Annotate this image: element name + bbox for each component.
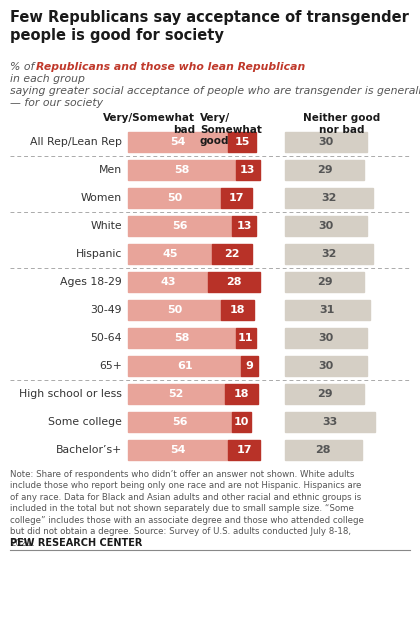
Text: 58: 58 (174, 333, 189, 343)
Text: 54: 54 (171, 137, 186, 147)
Text: Very/Somewhat
bad: Very/Somewhat bad (103, 113, 195, 134)
Bar (232, 216, 256, 236)
Text: PEW RESEARCH CENTER: PEW RESEARCH CENTER (10, 538, 142, 548)
Text: 45: 45 (162, 249, 178, 259)
Bar (285, 188, 373, 208)
Bar (285, 328, 367, 348)
Bar (285, 216, 367, 236)
Text: 22: 22 (224, 249, 240, 259)
Text: High school or less: High school or less (19, 389, 122, 399)
Bar (236, 160, 260, 180)
Bar (285, 440, 362, 460)
Bar (285, 384, 365, 404)
Text: 50: 50 (167, 305, 182, 315)
Bar (128, 188, 221, 208)
Text: All Rep/Lean Rep: All Rep/Lean Rep (30, 137, 122, 147)
Bar (285, 132, 367, 152)
Text: Few Republicans say acceptance of transgender
people is good for society: Few Republicans say acceptance of transg… (10, 10, 409, 43)
Text: 58: 58 (174, 165, 189, 175)
Text: 28: 28 (226, 277, 241, 287)
Text: % of: % of (10, 62, 38, 72)
Text: 56: 56 (172, 221, 188, 231)
Text: Republicans and those who lean Republican: Republicans and those who lean Republica… (36, 62, 305, 72)
Text: Ages 18-29: Ages 18-29 (60, 277, 122, 287)
Text: 28: 28 (315, 445, 331, 455)
Bar (236, 328, 256, 348)
Text: Note: Share of respondents who didn’t offer an answer not shown. White adults
in: Note: Share of respondents who didn’t of… (10, 470, 364, 548)
Text: 54: 54 (171, 445, 186, 455)
Bar (128, 132, 228, 152)
Text: Bachelor’s+: Bachelor’s+ (56, 445, 122, 455)
Text: Neither good
nor bad: Neither good nor bad (303, 113, 381, 134)
Bar (228, 132, 256, 152)
Bar (128, 272, 208, 292)
Bar (285, 272, 365, 292)
Bar (208, 272, 260, 292)
Bar (285, 300, 370, 320)
Text: 10: 10 (234, 417, 249, 427)
Text: 61: 61 (177, 361, 192, 371)
Text: 30: 30 (318, 361, 334, 371)
Text: 13: 13 (240, 165, 255, 175)
Text: saying greater social acceptance of people who are transgender is generally: saying greater social acceptance of peop… (10, 86, 420, 96)
Text: 30: 30 (318, 221, 334, 231)
Bar (221, 188, 252, 208)
Text: 17: 17 (229, 193, 244, 203)
Bar (128, 216, 232, 236)
Text: 30: 30 (318, 137, 334, 147)
Text: 56: 56 (172, 417, 188, 427)
Bar (128, 160, 236, 180)
Bar (128, 328, 236, 348)
Text: 52: 52 (168, 389, 184, 399)
Text: 33: 33 (323, 417, 338, 427)
Bar (221, 300, 254, 320)
Bar (128, 356, 241, 376)
Text: 43: 43 (160, 277, 176, 287)
Text: 29: 29 (317, 277, 333, 287)
Text: 9: 9 (246, 361, 254, 371)
Text: Women: Women (81, 193, 122, 203)
Text: 65+: 65+ (99, 361, 122, 371)
Text: 30-49: 30-49 (90, 305, 122, 315)
Text: 31: 31 (320, 305, 335, 315)
Text: 29: 29 (317, 165, 333, 175)
Text: 50-64: 50-64 (90, 333, 122, 343)
Bar (128, 384, 225, 404)
Text: Hispanic: Hispanic (76, 249, 122, 259)
Bar (128, 244, 212, 264)
Text: 11: 11 (238, 333, 254, 343)
Text: 18: 18 (230, 305, 245, 315)
Bar (241, 356, 258, 376)
Text: Very/
Somewhat
good: Very/ Somewhat good (200, 113, 262, 146)
Bar (128, 440, 228, 460)
Bar (285, 160, 365, 180)
Text: 18: 18 (234, 389, 249, 399)
Bar (232, 412, 251, 432)
Text: 32: 32 (321, 249, 336, 259)
Text: 29: 29 (317, 389, 333, 399)
Text: Some college: Some college (48, 417, 122, 427)
Bar (228, 440, 260, 460)
Text: 30: 30 (318, 333, 334, 343)
Bar (285, 412, 375, 432)
Bar (128, 412, 232, 432)
Bar (128, 300, 221, 320)
Bar (285, 356, 367, 376)
Text: 50: 50 (167, 193, 182, 203)
Text: 17: 17 (236, 445, 252, 455)
Text: 32: 32 (321, 193, 336, 203)
Bar (225, 384, 258, 404)
Text: White: White (90, 221, 122, 231)
Text: 15: 15 (234, 137, 250, 147)
Text: — for our society: — for our society (10, 98, 103, 108)
Text: Men: Men (99, 165, 122, 175)
Bar (285, 244, 373, 264)
Text: in each group: in each group (10, 74, 85, 84)
Bar (212, 244, 252, 264)
Text: 13: 13 (236, 221, 252, 231)
